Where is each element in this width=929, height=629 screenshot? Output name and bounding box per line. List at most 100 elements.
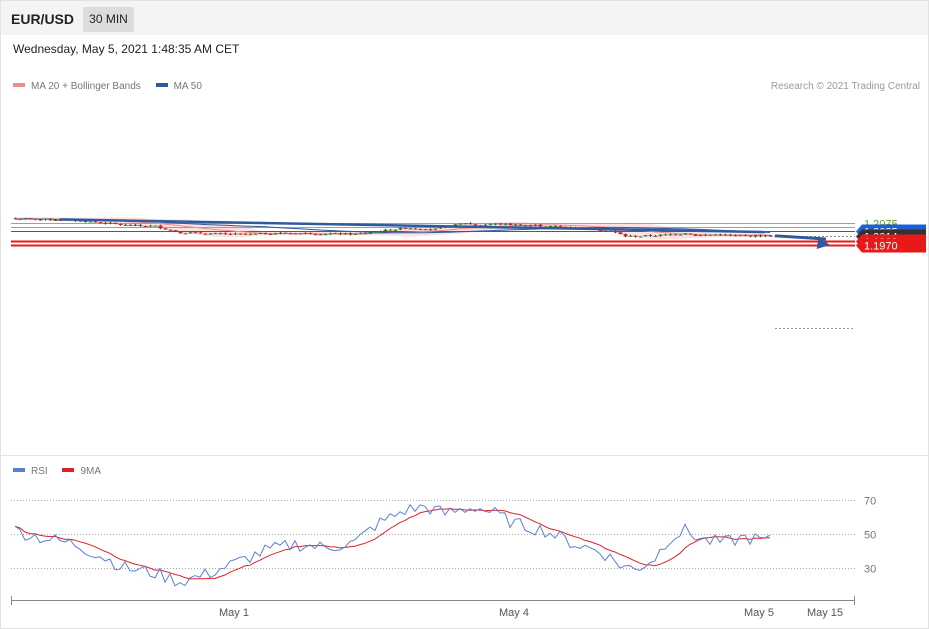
rsi-level-label-2: 30 [864, 564, 876, 576]
candle [418, 229, 423, 231]
candle [608, 231, 613, 232]
candle [158, 225, 163, 229]
legend-item-ma50: MA 50 [155, 81, 202, 92]
candle [548, 226, 553, 227]
rsi-swatch [13, 468, 25, 473]
candle [43, 218, 48, 220]
candle [678, 234, 683, 236]
rsi-level-label-0: 70 [864, 496, 876, 508]
candle [218, 233, 223, 235]
candle [38, 219, 43, 221]
candle [263, 233, 268, 235]
legend-label-ma50: MA 50 [173, 81, 202, 92]
candle [308, 232, 313, 234]
candle [718, 234, 723, 236]
candle [693, 234, 698, 236]
candle [183, 233, 188, 235]
legend-item-9ma: 9MA [62, 466, 101, 477]
candle [558, 226, 563, 228]
candle [748, 235, 753, 237]
candle [393, 229, 398, 231]
symbol-title: EUR/USD [11, 11, 75, 27]
candle [553, 226, 558, 228]
candle [333, 233, 338, 235]
candle [343, 233, 348, 235]
candle [428, 229, 433, 231]
candle [603, 230, 608, 232]
candle [243, 233, 248, 235]
candle [408, 228, 413, 230]
candle [508, 223, 513, 226]
candle [523, 225, 528, 227]
candle [143, 226, 148, 227]
x-axis-label: May 15 [807, 607, 843, 619]
candle [743, 235, 748, 237]
candle [628, 235, 633, 237]
ma20-swatch [13, 83, 25, 88]
candle [273, 233, 278, 235]
candle [348, 233, 353, 235]
candle [198, 232, 203, 234]
candle [313, 234, 318, 236]
candle [228, 233, 233, 235]
candle [23, 218, 28, 220]
candle [178, 231, 183, 234]
candle [363, 233, 368, 235]
candle [123, 224, 128, 226]
candle [468, 223, 473, 225]
timeframe-button[interactable]: 30 MIN [83, 7, 134, 32]
candle [303, 232, 308, 234]
candle [138, 224, 143, 226]
candle [33, 218, 38, 220]
chart-header: EUR/USD 30 MIN [1, 1, 928, 35]
candle [713, 234, 718, 236]
candle [648, 235, 653, 237]
candle [283, 232, 288, 234]
candle [728, 234, 733, 236]
candle [293, 233, 298, 235]
candle [703, 234, 708, 236]
candle [758, 235, 763, 237]
candle [403, 227, 408, 229]
candle [423, 229, 428, 231]
rsi-legend: RSI 9MA [13, 466, 101, 477]
candle [103, 222, 108, 224]
candle [238, 233, 243, 235]
candle [563, 226, 568, 228]
legend-item-rsi: RSI [13, 466, 48, 477]
candle [733, 235, 738, 237]
candle [673, 234, 678, 236]
candle [153, 225, 158, 227]
candle [213, 233, 218, 235]
candle [318, 234, 323, 236]
candle [233, 233, 238, 235]
candle [383, 229, 388, 232]
candle [358, 233, 363, 235]
candle [698, 235, 703, 236]
candle [98, 222, 103, 224]
candle [148, 225, 153, 227]
rsi-ma-swatch [62, 468, 75, 473]
chart-datetime: Wednesday, May 5, 2021 1:48:35 AM CET [13, 42, 240, 56]
trendline [59, 218, 766, 234]
candle [373, 231, 378, 233]
legend-label-rsi: RSI [31, 466, 48, 477]
candle [298, 233, 303, 235]
legend-item-ma20: MA 20 + Bollinger Bands [13, 81, 141, 92]
candle [248, 233, 253, 235]
candle [598, 230, 603, 232]
candle [623, 234, 628, 237]
candle [208, 233, 213, 235]
candle [663, 234, 668, 236]
candle [533, 225, 538, 226]
candle [278, 232, 283, 234]
candle [473, 224, 478, 226]
candle [513, 224, 518, 226]
candle [653, 235, 658, 237]
level-label-5: 1.1970 [864, 241, 898, 253]
candle [88, 221, 93, 223]
candle [618, 232, 623, 235]
candle [288, 233, 293, 235]
candle [13, 218, 18, 220]
